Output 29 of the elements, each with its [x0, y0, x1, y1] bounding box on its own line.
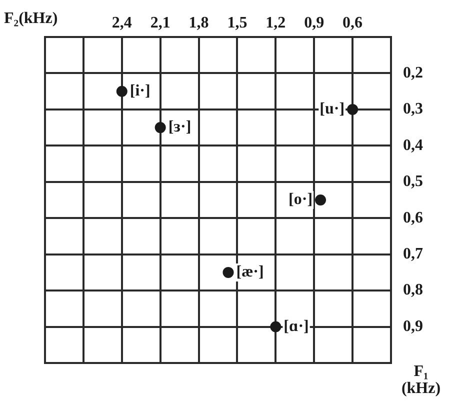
x-tick-label: 0,9 — [304, 14, 324, 32]
annotation: [ɑ·] — [284, 318, 309, 335]
x-tick-label: 2,1 — [150, 14, 170, 32]
x-tick-label: 2,4 — [112, 14, 132, 32]
x-tick-label: 1,8 — [188, 14, 209, 32]
x-tick-label: 1,2 — [266, 14, 286, 32]
x-axis-title: F₂(kHz) — [4, 10, 58, 28]
point — [270, 321, 282, 332]
point — [154, 122, 166, 134]
annotation: [i·] — [130, 82, 150, 100]
y-tick-label: 0,9 — [403, 318, 423, 335]
y-tick-label: 0,7 — [403, 245, 423, 262]
y-tick-label: 0,2 — [403, 64, 423, 82]
x-tick-label: 1,5 — [227, 14, 248, 32]
y-tick-label: 0,4 — [403, 136, 423, 154]
annotation: [ɜ·] — [168, 118, 192, 136]
point — [315, 194, 326, 206]
y-tick-label: 0,6 — [403, 209, 423, 226]
annotation: [o·] — [288, 191, 313, 208]
point — [347, 104, 358, 115]
annotation: [æ·] — [236, 264, 264, 281]
point — [116, 86, 128, 97]
point — [222, 266, 234, 278]
x-tick-label: 0,6 — [342, 14, 363, 32]
y-tick-label: 0,3 — [403, 100, 423, 118]
y-tick-label: 0,8 — [403, 282, 423, 299]
y-tick-label: 0,5 — [403, 173, 423, 190]
y-axis-title: F₁ (kHz) — [401, 363, 441, 398]
annotation: [u·] — [320, 100, 345, 118]
